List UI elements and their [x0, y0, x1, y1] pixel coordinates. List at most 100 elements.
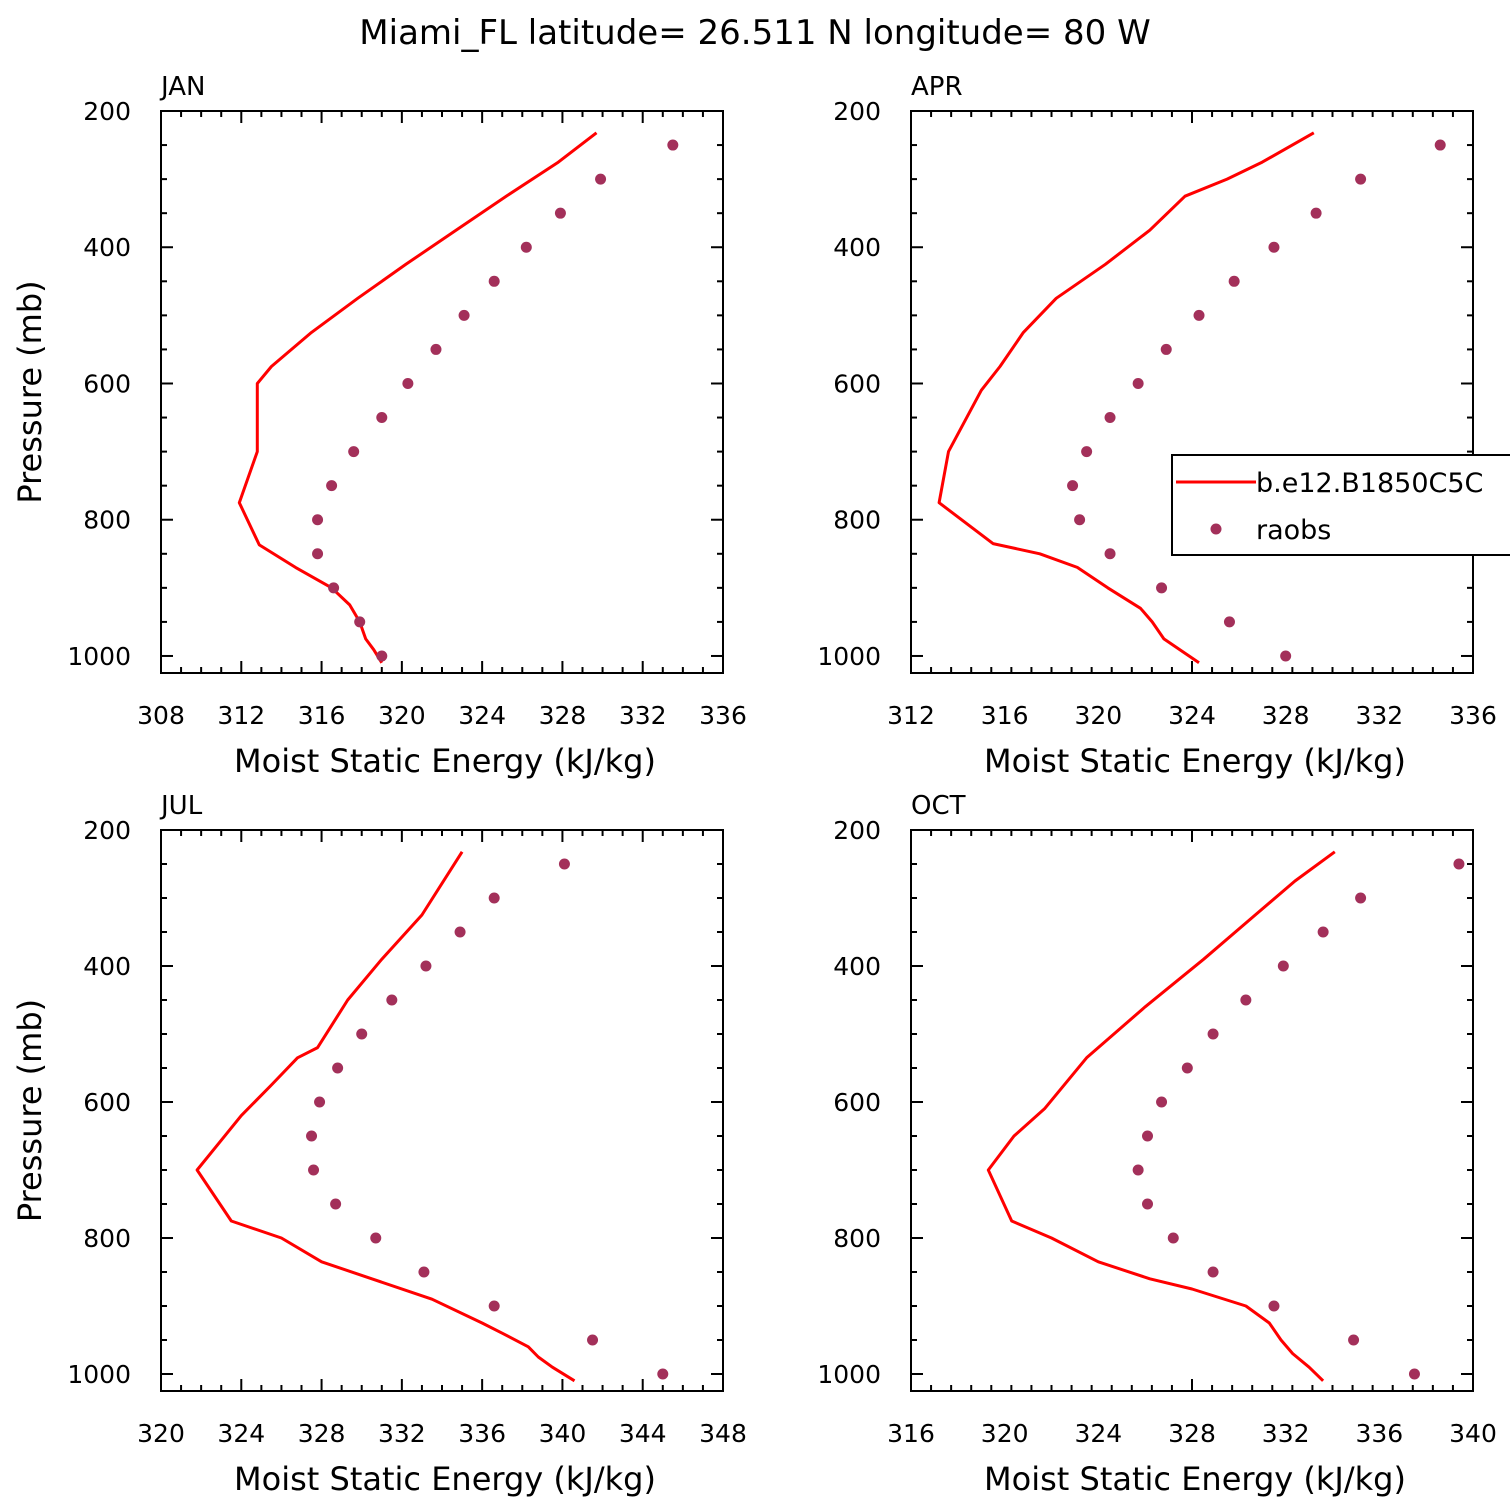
x-tick-label: 336 [458, 1419, 506, 1448]
x-tick-label: 340 [539, 1419, 587, 1448]
raobs-point [370, 1232, 382, 1244]
x-tick-label: 332 [619, 701, 667, 730]
legend-label-model: b.e12.B1850C5C [1256, 468, 1483, 499]
series-line-model [937, 131, 1315, 665]
y-axis-label: Pressure (mb) [11, 999, 49, 1222]
raobs-point [554, 207, 566, 219]
raobs-point [1132, 377, 1144, 389]
y-tick-label: 400 [833, 952, 881, 981]
series-line-model [986, 850, 1336, 1382]
y-tick-label: 600 [83, 1088, 131, 1117]
y-tick-label: 200 [833, 97, 881, 126]
x-axis-label: Moist Static Energy (kJ/kg) [984, 742, 1406, 780]
raobs-point [376, 412, 388, 424]
y-tick-label: 800 [833, 506, 881, 535]
raobs-point [1277, 960, 1289, 972]
raobs-point [1181, 1062, 1193, 1074]
x-tick-label: 324 [458, 701, 506, 730]
panel-label: JAN [159, 72, 205, 102]
legend-marker-swatch [1210, 523, 1222, 535]
raobs-point [1104, 548, 1116, 560]
y-tick-label: 800 [83, 506, 131, 535]
raobs-point [402, 377, 414, 389]
x-tick-label: 328 [1168, 1419, 1216, 1448]
raobs-point [1268, 1300, 1280, 1312]
panel-label: APR [911, 72, 963, 102]
raobs-point [312, 548, 324, 560]
raobs-point [348, 446, 360, 458]
x-tick-label: 320 [1074, 701, 1122, 730]
y-tick-label: 1000 [817, 1360, 881, 1389]
x-tick-label: 316 [887, 1419, 935, 1448]
x-tick-label: 328 [1262, 701, 1310, 730]
raobs-point [354, 616, 366, 628]
raobs-point [1348, 1334, 1360, 1346]
x-tick-label: 324 [1168, 701, 1216, 730]
x-tick-label: 316 [981, 701, 1029, 730]
legend: b.e12.B1850C5C raobs [1171, 454, 1510, 556]
raobs-point [1067, 480, 1079, 492]
raobs-point [356, 1028, 368, 1040]
raobs-point [1132, 1164, 1144, 1176]
series-line-model [195, 850, 576, 1383]
raobs-point [488, 892, 500, 904]
x-tick-label: 320 [137, 1419, 185, 1448]
raobs-point [1156, 582, 1168, 594]
raobs-point [1193, 309, 1205, 321]
raobs-point [1317, 926, 1329, 938]
raobs-point [1142, 1130, 1154, 1142]
raobs-point [418, 1266, 430, 1278]
x-axis-label: Moist Static Energy (kJ/kg) [234, 1460, 656, 1498]
x-tick-label: 336 [1355, 1419, 1403, 1448]
raobs-point [308, 1164, 320, 1176]
x-tick-label: 324 [217, 1419, 265, 1448]
plot-frame [910, 110, 1474, 674]
raobs-point [595, 173, 607, 185]
x-tick-label: 332 [378, 1419, 426, 1448]
raobs-point [1240, 994, 1252, 1006]
y-tick-label: 800 [833, 1224, 881, 1253]
x-tick-label: 316 [298, 701, 346, 730]
y-tick-label: 400 [83, 952, 131, 981]
figure-title: Miami_FL latitude= 26.511 N longitude= 8… [359, 13, 1150, 53]
y-axis-label: Pressure (mb) [11, 280, 49, 503]
x-tick-label: 308 [137, 701, 185, 730]
raobs-point [587, 1334, 599, 1346]
x-tick-label: 312 [217, 701, 265, 730]
raobs-point [1228, 275, 1240, 287]
raobs-point [1434, 139, 1446, 151]
raobs-point [1207, 1266, 1219, 1278]
x-tick-label: 324 [1074, 1419, 1122, 1448]
x-tick-label: 320 [378, 701, 426, 730]
panel-label: OCT [911, 791, 966, 821]
y-tick-label: 800 [83, 1224, 131, 1253]
raobs-point [314, 1096, 326, 1108]
raobs-point [376, 650, 388, 662]
raobs-point [1310, 207, 1322, 219]
raobs-point [330, 1198, 342, 1210]
raobs-point [458, 309, 470, 321]
x-tick-label: 328 [539, 701, 587, 730]
x-tick-label: 348 [699, 1419, 747, 1448]
legend-box [1171, 454, 1510, 556]
plot-frame [160, 110, 724, 674]
raobs-point [1156, 1096, 1168, 1108]
panel-apr: 312 316 320 324 328 332 336 200 400 600 800 1000 APR… [817, 72, 1496, 780]
y-tick-label: 1000 [67, 642, 131, 671]
raobs-point [1453, 858, 1465, 870]
raobs-point [657, 1368, 669, 1380]
x-tick-label: 344 [619, 1419, 667, 1448]
y-tick-label: 200 [83, 816, 131, 845]
raobs-point [520, 241, 532, 253]
x-tick-label: 332 [1262, 1419, 1310, 1448]
raobs-point [1160, 343, 1172, 355]
panel-jan: 308 312 316 320 324 328 332 336 200 400 600 800 1000… [11, 72, 747, 780]
y-tick-label: 600 [833, 1088, 881, 1117]
x-tick-label: 340 [1449, 1419, 1497, 1448]
raobs-point [430, 343, 442, 355]
raobs-point [312, 514, 324, 526]
raobs-point [1142, 1198, 1154, 1210]
raobs-point [332, 1062, 344, 1074]
raobs-point [386, 994, 398, 1006]
